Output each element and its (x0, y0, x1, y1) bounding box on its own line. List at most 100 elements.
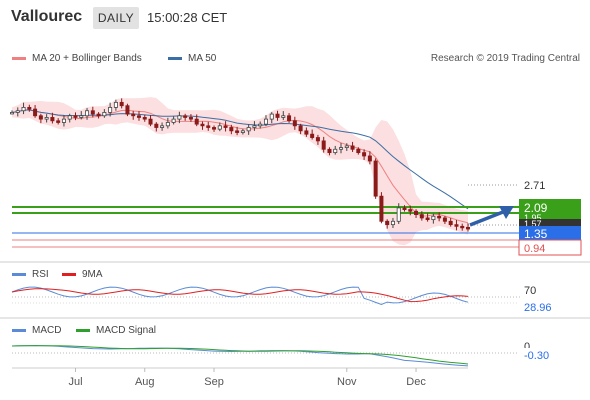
candles-group (9, 98, 470, 232)
candle-body (252, 125, 257, 128)
candle-body (136, 115, 141, 118)
candle-body (448, 220, 453, 226)
candle-body (44, 117, 49, 120)
forecast-arrow-head (499, 206, 514, 219)
candle-body (263, 118, 268, 125)
candle-body (269, 113, 274, 120)
candle-body (356, 148, 361, 154)
tag-2-71-text: 2.71 (524, 180, 545, 192)
legend-9ma: 9MA (62, 269, 103, 280)
candle-body (177, 115, 182, 120)
candle-body (408, 209, 413, 212)
candle-body (217, 125, 222, 130)
tag-1-57-text: 1.57 (524, 219, 542, 229)
candle-body (73, 115, 78, 118)
candle-body (460, 225, 465, 229)
rsi-value-text: 28.96 (524, 302, 552, 314)
candle-body (102, 112, 107, 117)
candle-body (200, 123, 205, 127)
candle-body (160, 125, 165, 128)
legend-label-macd: MACD (32, 325, 62, 336)
candle-body (96, 113, 101, 117)
legend-ma20: MA 20 + Bollinger Bands (12, 53, 142, 64)
candle-body (315, 137, 320, 142)
candle-body (333, 148, 338, 154)
candle-body (304, 130, 309, 135)
macd-value-tag: -0.30 (519, 348, 581, 363)
tag-2-09: 2.09 (519, 199, 581, 215)
candle-body (373, 160, 378, 197)
candle-body (350, 145, 355, 150)
candle-body (246, 127, 251, 132)
tag-0-94: 0.94 (518, 239, 582, 256)
candle-body (402, 207, 407, 210)
candle-body (362, 152, 367, 157)
legend-swatch-ma50 (168, 57, 182, 60)
candle-body (188, 117, 193, 120)
x-tick-label: Aug (135, 376, 155, 388)
candle-body (38, 115, 43, 120)
rsi-line (11, 286, 469, 306)
x-tick-label: Sep (204, 376, 224, 388)
x-tick-label: Dec (406, 376, 426, 388)
candle-body (287, 115, 292, 122)
candle-body (61, 118, 66, 123)
legend-macd: MACD (12, 325, 61, 336)
legend-swatch-9ma (62, 273, 76, 276)
bollinger-band (12, 97, 468, 246)
candle-body (281, 115, 286, 118)
candle-body (113, 101, 118, 108)
legend-macd-signal: MACD Signal (76, 325, 156, 336)
candle-body (21, 106, 26, 112)
timeframe-button[interactable]: DAILY (93, 7, 139, 29)
candle-body (56, 120, 61, 123)
x-tick-label: Jul (68, 376, 82, 388)
legend-swatch-rsi (12, 273, 26, 276)
candle-body (321, 140, 326, 150)
legend-label-ma20: MA 20 + Bollinger Bands (32, 53, 142, 64)
symbol-title: Vallourec (11, 8, 83, 25)
candle-body (223, 125, 228, 128)
candle-body (15, 110, 20, 113)
candle-body (431, 215, 436, 221)
candle-body (327, 148, 332, 154)
candle-body (50, 117, 55, 122)
candle-body (194, 118, 199, 125)
candle-body (212, 127, 217, 130)
candle-body (240, 130, 245, 133)
forecast-arrow-shaft (469, 210, 504, 227)
candle-body (425, 217, 430, 221)
legend-label-ma50: MA 50 (188, 53, 217, 64)
macd-signal-line (11, 345, 469, 365)
credit-text: Research © 2019 Trading Central (430, 53, 580, 64)
candle-body (310, 133, 315, 138)
candle-body (206, 125, 211, 128)
candle-body (235, 130, 240, 133)
candle-body (396, 207, 401, 222)
candle-body (465, 226, 470, 230)
candle-body (344, 145, 349, 148)
candle-body (229, 127, 234, 132)
legend-rsi: RSI (12, 269, 49, 280)
candle-body (9, 112, 14, 115)
tag-1-57: 1.57 (519, 219, 581, 229)
timestamp: 15:00:28 CET (147, 10, 228, 25)
legend-label-9ma: 9MA (82, 269, 103, 280)
candle-body (148, 118, 153, 125)
macd-value-text: -0.30 (524, 350, 549, 362)
candle-body (275, 113, 280, 118)
candle-body (154, 123, 159, 128)
x-tick-label: Nov (337, 376, 357, 388)
rsi-70-label: 70 (524, 285, 536, 297)
candle-body (454, 224, 459, 227)
candle-body (79, 115, 84, 118)
candle-body (442, 217, 447, 222)
candle-body (27, 106, 32, 110)
candle-body (108, 106, 113, 113)
candle-body (258, 123, 263, 127)
rsi-9ma-line (11, 288, 469, 303)
candle-body (414, 210, 419, 215)
legend-ma50: MA 50 (168, 53, 216, 64)
candle-body (67, 115, 72, 120)
